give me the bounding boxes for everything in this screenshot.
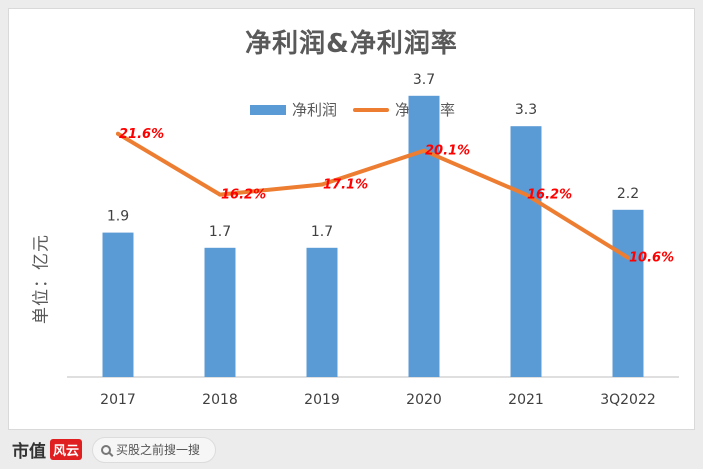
brand-name: 市值 bbox=[12, 442, 46, 462]
legend-item-bar: 净利润 bbox=[249, 99, 337, 120]
bar-label-2021: 3.3 bbox=[515, 102, 537, 118]
bar-label-3Q2022: 2.2 bbox=[617, 186, 639, 202]
bar-2018 bbox=[204, 247, 236, 377]
legend-label-bar: 净利润 bbox=[291, 101, 337, 119]
line-series-net-margin bbox=[116, 131, 630, 260]
legend-swatch-line bbox=[353, 107, 389, 112]
bar-label-2020: 3.7 bbox=[413, 72, 435, 88]
search-box[interactable]: 买股之前搜一搜 bbox=[92, 436, 217, 463]
brand-mark: 风云 bbox=[50, 439, 83, 460]
x-tick-label-2017: 2017 bbox=[100, 392, 136, 408]
line-point-2021 bbox=[524, 192, 528, 197]
bar-label-2017: 1.9 bbox=[107, 209, 129, 225]
search-icon bbox=[101, 444, 112, 455]
bar-2021 bbox=[510, 126, 542, 377]
x-tick-label-3Q2022: 3Q2022 bbox=[600, 392, 656, 408]
line-label-2019: 17.1% bbox=[323, 177, 368, 192]
bar-label-2018: 1.7 bbox=[209, 224, 231, 240]
search-placeholder: 买股之前搜一搜 bbox=[116, 443, 201, 457]
bar-2019 bbox=[306, 247, 338, 377]
line-label-3Q2022: 10.6% bbox=[629, 251, 674, 266]
x-tick-label-2020: 2020 bbox=[406, 392, 442, 408]
chart-plot: 1.9 2017 1.7 2018 1.7 2019 3.7 2020 3.3 2021 2.2 3Q… bbox=[67, 72, 679, 408]
line-point-3Q2022 bbox=[626, 255, 630, 260]
line-label-2018: 16.2% bbox=[221, 188, 266, 203]
line-point-2018 bbox=[218, 192, 222, 197]
legend-swatch-bar bbox=[249, 104, 286, 115]
line-label-2020: 20.1% bbox=[425, 144, 470, 159]
line-point-2019 bbox=[320, 182, 324, 187]
line-point-2020 bbox=[422, 148, 426, 153]
bar-label-2019: 1.7 bbox=[311, 224, 333, 240]
x-tick-label-2019: 2019 bbox=[304, 392, 340, 408]
line-point-2017 bbox=[116, 131, 120, 136]
footer-bar: 市值 风云 买股之前搜一搜 bbox=[0, 430, 703, 469]
line-label-2021: 16.2% bbox=[527, 188, 572, 203]
chart-title: 净利润&净利润率 bbox=[245, 29, 458, 59]
brand-logo: 市值 风云 bbox=[12, 437, 83, 462]
bar-2020 bbox=[408, 95, 440, 378]
x-tick-label-2018: 2018 bbox=[202, 392, 238, 408]
chart-card: 净利润&净利润率 净利润 净利润率 单位：亿元 1.920171.720181.… bbox=[8, 8, 695, 430]
bar-3Q2022 bbox=[612, 209, 644, 377]
line-label-2017: 21.6% bbox=[119, 127, 164, 142]
x-tick-label-2021: 2021 bbox=[508, 392, 544, 408]
bar-2017 bbox=[102, 232, 134, 377]
